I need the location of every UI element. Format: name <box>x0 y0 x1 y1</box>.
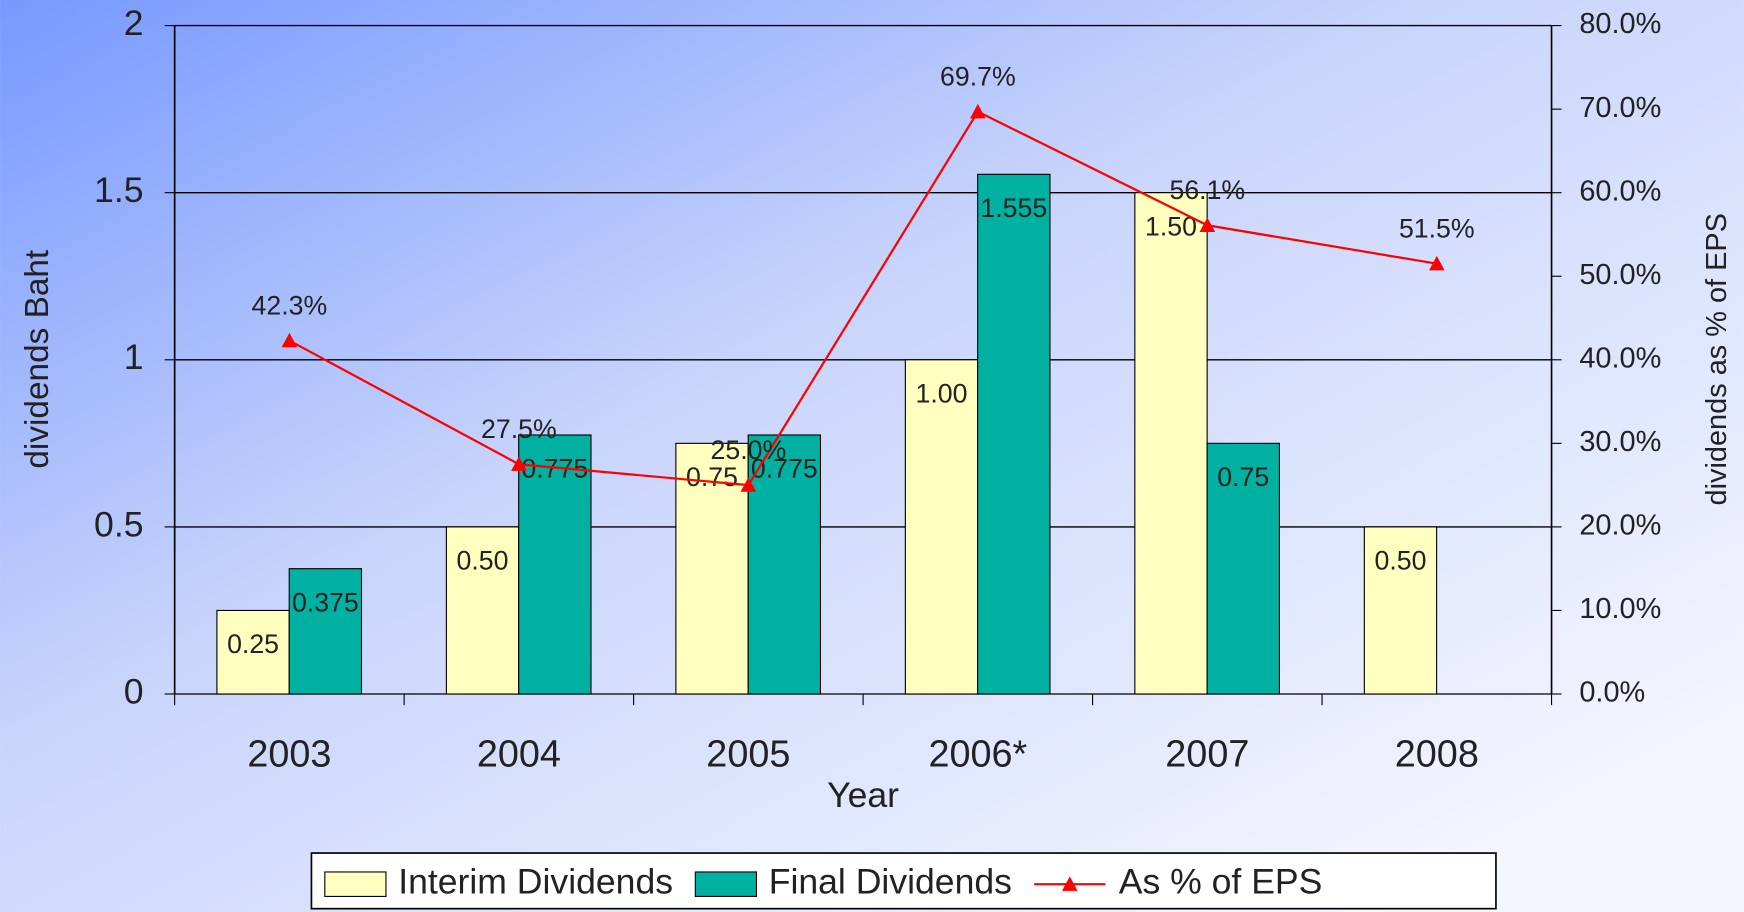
x-tick-label: 2006* <box>928 733 1027 775</box>
y2-tick-label: 80.0% <box>1579 8 1661 40</box>
y-axis-title: dividends Baht <box>19 249 56 469</box>
bar-value-label: 0.50 <box>1375 546 1427 576</box>
bar-value-label: 0.775 <box>751 454 818 484</box>
legend-swatch <box>694 871 758 897</box>
y2-tick-label: 30.0% <box>1579 426 1661 458</box>
bar-value-label: 0.25 <box>227 629 279 659</box>
y-tick-label: 1.5 <box>94 170 143 210</box>
line-value-label: 56.1% <box>1169 175 1245 205</box>
x-tick-label: 2004 <box>477 733 561 775</box>
x-axis-title: Year <box>827 775 899 815</box>
y2-axis-title: dividends as % of EPS <box>1701 213 1733 505</box>
line-value-label: 69.7% <box>940 61 1016 91</box>
bar-value-label: 1.00 <box>916 378 968 408</box>
bar-value-label: 0.375 <box>292 587 359 617</box>
legend <box>310 852 1497 910</box>
bar-value-label: 0.75 <box>686 462 738 492</box>
x-tick-label: 2007 <box>1165 733 1249 775</box>
bar <box>747 434 822 695</box>
bar <box>288 568 363 695</box>
y2-tick-label: 20.0% <box>1579 510 1661 542</box>
marker <box>511 456 527 471</box>
y-tick-label: 1 <box>124 337 144 377</box>
bar-value-label: 0.75 <box>1217 462 1269 492</box>
bar-value-label: 0.50 <box>457 546 509 576</box>
line-value-label: 27.5% <box>481 414 557 444</box>
marker <box>1199 217 1216 232</box>
y2-tick-label: 10.0% <box>1579 593 1661 625</box>
marker <box>740 477 757 492</box>
marker <box>281 332 298 348</box>
y2-tick-label: 60.0% <box>1579 175 1661 207</box>
line-value-label: 25.0% <box>711 435 787 465</box>
bar <box>1363 526 1438 695</box>
bar <box>1134 192 1208 695</box>
y-tick-label: 0.5 <box>94 504 143 544</box>
bar <box>904 359 979 695</box>
x-tick-label: 2008 <box>1395 733 1479 775</box>
legend-label: As % of EPS <box>1119 862 1323 902</box>
line <box>288 110 1437 487</box>
y2-tick-label: 70.0% <box>1579 92 1661 124</box>
x-tick-label: 2005 <box>706 733 790 775</box>
x-tick-label: 2003 <box>247 733 331 775</box>
line-value-label: 51.5% <box>1399 213 1475 243</box>
line-value-label: 42.3% <box>252 290 328 320</box>
y2-tick-label: 0.0% <box>1579 677 1645 709</box>
y2-tick-label: 50.0% <box>1579 259 1661 291</box>
bar-value-label: 1.555 <box>980 193 1047 223</box>
bar <box>445 526 520 695</box>
legend-label: Interim Dividends <box>398 862 673 902</box>
legend-marker <box>1061 876 1078 891</box>
y2-tick-label: 40.0% <box>1579 342 1661 374</box>
bar <box>518 434 592 695</box>
legend-label: Final Dividends <box>769 862 1012 902</box>
bar <box>1206 442 1280 695</box>
marker <box>970 103 986 119</box>
marker <box>1429 255 1445 271</box>
y-tick-label: 0 <box>124 671 144 711</box>
y-tick-label: 2 <box>124 3 144 43</box>
bar <box>977 173 1051 695</box>
legend-swatch <box>324 871 387 897</box>
